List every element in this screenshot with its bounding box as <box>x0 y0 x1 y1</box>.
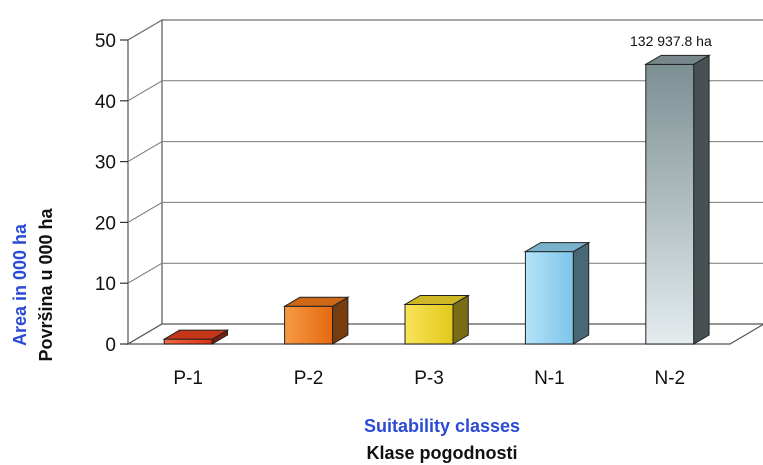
bar-P-2 <box>284 305 334 345</box>
gridline-depth <box>127 262 163 284</box>
annotation: 132 937.8 ha <box>630 33 712 49</box>
gridline-depth <box>127 80 163 102</box>
y-axis-label-local: Površina u 000 ha <box>36 207 56 361</box>
x-tick-label-P-1: P-1 <box>173 368 203 389</box>
bar-top-N-1 <box>523 242 591 253</box>
left-wall <box>127 18 163 346</box>
x-axis-label-local: Klase pogodnosti <box>366 443 517 463</box>
y-tick-label: 0 <box>105 335 116 356</box>
y-axis-ticks: 0 10 20 30 40 50 <box>95 31 128 356</box>
gridline-depth <box>127 141 163 163</box>
bar-N-1 <box>524 251 574 345</box>
gridline-depth <box>127 201 163 223</box>
bars <box>162 54 711 345</box>
bar-N-2 <box>645 63 695 345</box>
bar-top-P-3 <box>403 294 471 305</box>
y-tick-label: 50 <box>95 31 116 52</box>
y-tick-label: 30 <box>95 153 116 174</box>
bar-top-P-1 <box>162 329 230 340</box>
y-tick-label: 20 <box>95 213 116 234</box>
x-tick-label-N-2: N-2 <box>654 368 685 389</box>
x-tick-label-N-1: N-1 <box>534 368 565 389</box>
y-tick-label: 10 <box>95 274 116 295</box>
bar-side-N-2 <box>693 54 710 345</box>
y-tick-label: 40 <box>95 92 116 113</box>
x-axis-ticks: P-1 P-2 P-3 N-1 N-2 <box>173 368 685 389</box>
gridline-depth <box>127 19 163 41</box>
bar-top-P-2 <box>282 296 350 307</box>
y-axis-label-en: Area in 000 ha <box>10 223 30 346</box>
bar-P-3 <box>404 303 454 345</box>
x-axis-label-en: Suitability classes <box>364 416 520 436</box>
bar-top-N-2 <box>643 54 711 65</box>
bar-side-N-1 <box>572 241 590 345</box>
bar-P-1 <box>163 338 213 345</box>
x-tick-label-P-3: P-3 <box>414 368 444 389</box>
x-tick-label-P-2: P-2 <box>294 368 324 389</box>
